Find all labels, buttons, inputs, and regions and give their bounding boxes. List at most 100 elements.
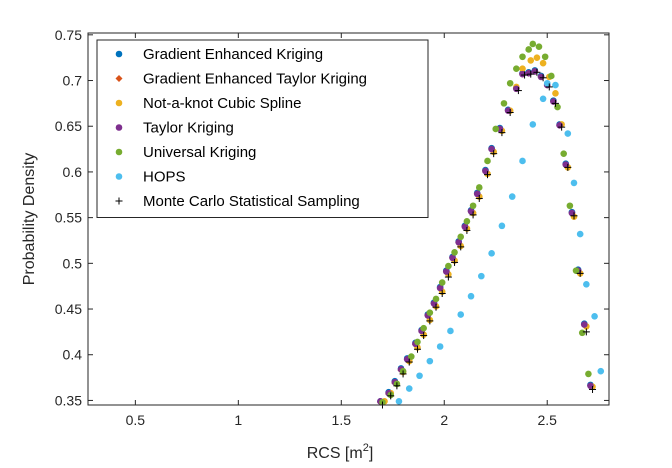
data-point-s6-9	[438, 289, 446, 297]
data-point-s4-14	[469, 202, 477, 210]
data-point-s6-23	[533, 68, 541, 76]
data-point-s6-25	[545, 83, 553, 91]
plot-marks	[376, 40, 605, 409]
legend-marker-4	[115, 148, 123, 156]
data-point-s6-31	[582, 328, 590, 336]
data-point-s5-2	[416, 372, 423, 380]
data-point-s4-28	[560, 150, 567, 157]
data-point-s4-29	[566, 202, 574, 210]
data-point-s6-26	[551, 99, 559, 107]
series-6	[378, 68, 597, 409]
data-point-s5-13	[529, 121, 537, 128]
data-point-s6-16	[484, 171, 492, 179]
y-tick-label: 0.4	[63, 347, 83, 363]
y-tick-label: 0.45	[55, 301, 82, 317]
data-point-s6-27	[558, 123, 566, 131]
data-point-s6-5	[413, 345, 421, 353]
data-point-s4-5	[414, 338, 421, 346]
data-point-s4-7	[426, 309, 434, 316]
data-point-s3-9	[436, 284, 444, 292]
data-point-s4-10	[445, 262, 452, 270]
data-point-s4-26	[548, 72, 555, 80]
data-point-s4-32	[585, 370, 592, 378]
legend: Gradient Enhanced Kriging Gradient Enhanc…	[96, 39, 429, 218]
data-point-s6-12	[457, 243, 465, 251]
data-point-s6-1	[387, 392, 395, 400]
legend-label-6: Monte Carlo Statistical Sampling	[143, 193, 360, 210]
y-tick-label: 0.5	[63, 255, 83, 271]
data-point-s5-3	[426, 357, 434, 365]
data-point-s5-16	[552, 81, 559, 89]
data-point-s4-13	[463, 217, 471, 225]
legend-label-0: Gradient Enhanced Kriging	[143, 46, 323, 63]
data-point-s5-9	[488, 249, 495, 257]
legend-marker-6	[115, 197, 123, 205]
x-axis-label-main: RCS [m	[307, 445, 363, 462]
data-point-s6-2	[393, 382, 401, 390]
data-point-s4-12	[457, 233, 465, 241]
data-point-s4-21	[519, 53, 526, 61]
data-point-s5-18	[570, 179, 578, 187]
x-axis-label-superscript: 2	[363, 442, 369, 454]
y-tick-label: 0.7	[63, 73, 83, 89]
data-point-s5-11	[508, 193, 516, 200]
data-point-s5-4	[436, 343, 444, 350]
data-point-s6-15	[475, 194, 483, 202]
data-point-s5-6	[457, 311, 465, 318]
legend-marker-0	[115, 50, 123, 58]
data-point-s4-17	[492, 125, 500, 133]
legend-label-2: Not-a-knot Cubic Spline	[143, 95, 301, 112]
legend-label-3: Taylor Kriging	[143, 120, 234, 137]
axes: 0.5 1 1.5 2 2.5 0.35 0.4 0.45 0.5 0.55 0.6 0.65 0.7 0…	[55, 27, 610, 428]
data-point-s4-22	[525, 46, 532, 53]
y-tick-label: 0.6	[63, 164, 83, 180]
data-point-s4-25	[541, 53, 549, 61]
data-point-s5-17	[564, 130, 572, 137]
data-point-s6-17	[490, 150, 498, 158]
data-point-s5-19	[576, 230, 584, 238]
data-point-s2-24	[539, 59, 547, 67]
data-point-s4-18	[500, 100, 508, 107]
x-tick-label: 2	[440, 412, 448, 428]
data-point-s6-11	[451, 258, 459, 266]
data-point-s6-24	[539, 74, 547, 82]
data-point-s4-15	[475, 184, 483, 191]
data-point-s3-10	[443, 268, 450, 275]
data-point-s5-0	[395, 398, 403, 405]
y-tick-label: 0.65	[55, 118, 82, 134]
y-tick-label: 0.55	[55, 210, 82, 226]
legend-marker-1	[115, 75, 123, 82]
legend-marker-2	[115, 99, 123, 107]
data-point-s6-32	[589, 385, 597, 393]
data-point-s6-6	[420, 332, 428, 340]
legend-label-5: HOPS	[143, 169, 186, 186]
y-axis-label: Probability Density	[21, 153, 38, 286]
y-tick-label: 0.35	[55, 392, 82, 408]
data-point-s4-30	[572, 267, 580, 274]
series-4	[379, 40, 592, 406]
data-point-s4-20	[513, 65, 520, 72]
data-point-s4-31	[578, 329, 586, 337]
data-point-s6-10	[444, 273, 452, 281]
legend-label-4: Universal Kriging	[143, 144, 256, 161]
data-point-s4-23	[529, 40, 537, 48]
data-point-s4-4	[408, 353, 415, 360]
x-tick-label: 0.5	[126, 412, 146, 428]
data-point-s6-18	[498, 129, 506, 137]
data-point-s4-11	[451, 249, 458, 256]
data-point-s6-8	[432, 303, 440, 311]
data-point-s6-21	[521, 71, 529, 79]
data-point-s6-4	[405, 358, 413, 366]
x-tick-label: 1	[234, 412, 242, 428]
data-point-s5-5	[447, 327, 454, 335]
data-point-s6-28	[564, 163, 572, 171]
y-tick-label: 0.75	[55, 27, 82, 43]
data-point-s3-31	[580, 321, 588, 328]
legend-marker-5	[115, 173, 123, 180]
data-point-s4-6	[420, 324, 427, 332]
x-axis-label-close: ]	[369, 445, 373, 462]
data-point-s5-14	[539, 95, 547, 103]
data-point-s5-21	[591, 313, 598, 320]
data-point-s2-26	[552, 90, 559, 97]
legend-box	[96, 39, 429, 218]
